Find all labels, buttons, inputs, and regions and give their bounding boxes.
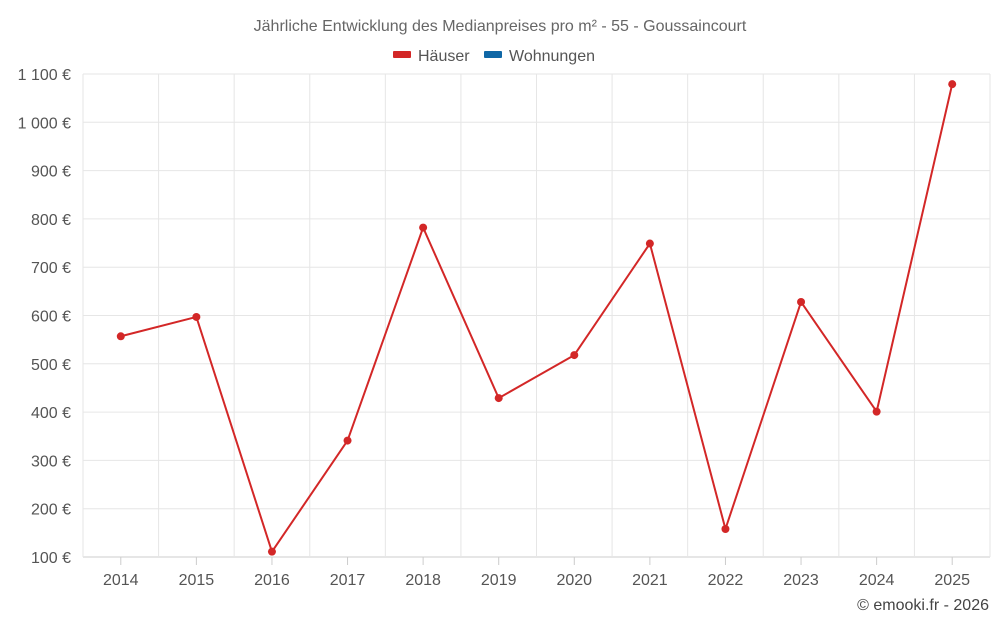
grid bbox=[82, 73, 991, 565]
legend-swatch-apartments bbox=[484, 51, 502, 58]
y-tick-label: 1 000 € bbox=[18, 115, 71, 132]
x-tick-label: 2018 bbox=[405, 572, 441, 589]
data-point-2020[interactable] bbox=[570, 351, 579, 360]
x-tick-label: 2016 bbox=[254, 572, 290, 589]
x-tick-label: 2022 bbox=[708, 572, 744, 589]
y-tick-label: 300 € bbox=[31, 453, 71, 470]
y-tick-label: 400 € bbox=[31, 405, 71, 422]
data-point-2014[interactable] bbox=[116, 332, 125, 341]
legend-label-apartments: Wohnungen bbox=[509, 48, 595, 65]
data-point-2022[interactable] bbox=[721, 524, 730, 533]
data-point-2018[interactable] bbox=[419, 223, 428, 232]
data-point-2019[interactable] bbox=[494, 394, 503, 403]
chart-title: Jährliche Entwicklung des Medianpreises … bbox=[254, 18, 747, 35]
x-axis: 2014 2015 2016 2017 2018 2019 2020 2021 2022 2023… bbox=[103, 572, 970, 589]
data-point-2023[interactable] bbox=[797, 297, 806, 306]
y-tick-label: 500 € bbox=[31, 357, 71, 374]
y-tick-label: 1 100 € bbox=[18, 67, 71, 84]
x-tick-label: 2017 bbox=[330, 572, 366, 589]
y-tick-label: 100 € bbox=[31, 550, 71, 567]
legend-item-apartments[interactable]: Wohnungen bbox=[484, 48, 595, 65]
data-point-2024[interactable] bbox=[872, 407, 881, 416]
legend-label-houses: Häuser bbox=[418, 48, 470, 65]
y-tick-label: 700 € bbox=[31, 260, 71, 277]
x-tick-label: 2015 bbox=[179, 572, 215, 589]
x-tick-label: 2024 bbox=[859, 572, 895, 589]
legend: Häuser Wohnungen bbox=[393, 48, 595, 65]
data-point-2016[interactable] bbox=[267, 547, 276, 556]
legend-item-houses[interactable]: Häuser bbox=[393, 48, 470, 65]
y-tick-label: 900 € bbox=[31, 164, 71, 181]
x-tick-label: 2020 bbox=[556, 572, 592, 589]
y-tick-label: 200 € bbox=[31, 502, 71, 519]
credit-text: © emooki.fr - 2026 bbox=[857, 597, 989, 614]
y-tick-label: 600 € bbox=[31, 309, 71, 326]
series-houses bbox=[116, 80, 957, 556]
series-line-houses bbox=[120, 83, 954, 553]
x-tick-label: 2019 bbox=[481, 572, 517, 589]
y-axis: 100 € 200 € 300 € 400 € 500 € 600 € 700 € 800 €… bbox=[18, 67, 71, 567]
x-tick-label: 2021 bbox=[632, 572, 668, 589]
data-point-2015[interactable] bbox=[192, 312, 201, 321]
data-point-2025[interactable] bbox=[948, 80, 957, 89]
x-tick-label: 2023 bbox=[783, 572, 819, 589]
data-point-2021[interactable] bbox=[645, 239, 654, 248]
x-tick-label: 2014 bbox=[103, 572, 139, 589]
x-tick-label: 2025 bbox=[934, 572, 970, 589]
legend-swatch-houses bbox=[393, 51, 411, 58]
y-tick-label: 800 € bbox=[31, 212, 71, 229]
data-point-2017[interactable] bbox=[343, 436, 352, 445]
